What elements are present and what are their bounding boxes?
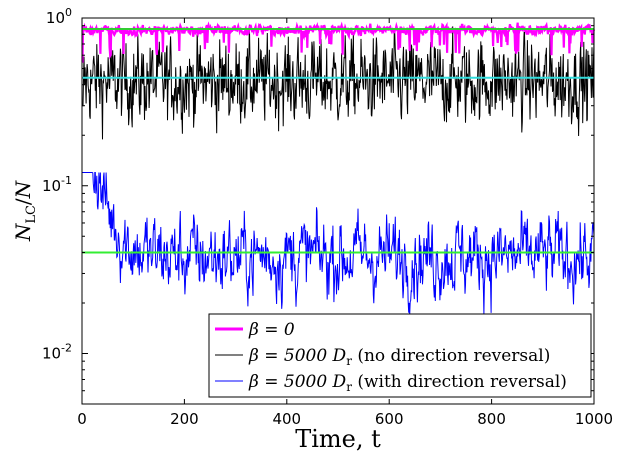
y-axis-label: NLC/N — [11, 179, 39, 242]
axis-ticks: 0 200 400 600 800 1000 100 10-1 10-2 — [42, 6, 613, 428]
x-tick-label: 400 — [272, 410, 301, 428]
legend-box — [208, 313, 592, 398]
legend-label-2: β = 5000 Dr (no direction reversal) — [248, 346, 550, 368]
y-tick-label: 10-2 — [42, 342, 72, 363]
series-2-line — [82, 24, 595, 140]
x-tick-label: 0 — [77, 410, 87, 428]
legend-label-1: β = 0 — [248, 320, 295, 340]
legend-label-3: β = 5000 Dr (with direction reversal) — [248, 372, 567, 394]
legend: β = 0 β = 5000 Dr (no direction reversal)… — [208, 313, 592, 398]
y-tick-label: 10-1 — [42, 174, 72, 195]
series-3-line — [82, 172, 595, 315]
x-tick-label: 1000 — [575, 410, 613, 428]
x-tick-label: 800 — [477, 410, 506, 428]
reference-lines — [82, 27, 594, 254]
y-tick-label: 100 — [46, 6, 72, 27]
y-axis-label-text: NLC/N — [11, 179, 39, 242]
x-axis-label-text: Time, t — [295, 425, 381, 453]
x-tick-label: 600 — [375, 410, 404, 428]
x-tick-label: 200 — [170, 410, 199, 428]
plot-frame — [81, 17, 595, 405]
x-axis-label: Time, t — [295, 425, 381, 453]
